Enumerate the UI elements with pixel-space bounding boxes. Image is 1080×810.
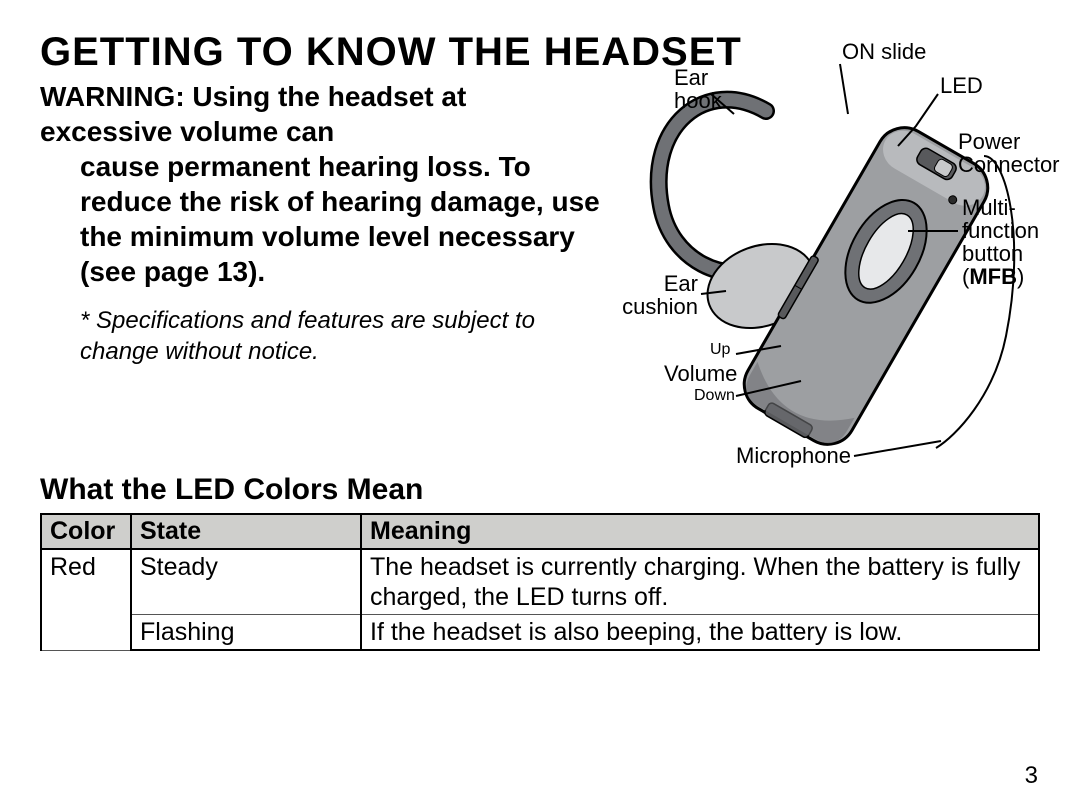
- table-row: Red Steady The headset is currently char…: [41, 549, 1039, 615]
- label-mfb: Multi- function button (MFB): [962, 196, 1039, 288]
- label-on-slide: ON slide: [842, 40, 926, 63]
- th-meaning: Meaning: [361, 514, 1039, 549]
- label-down: Down: [694, 388, 735, 405]
- table-header-row: Color State Meaning: [41, 514, 1039, 549]
- led-table: Color State Meaning Red Steady The heads…: [40, 513, 1040, 651]
- label-ear-cushion: Ear cushion: [618, 272, 698, 318]
- warning-lead: WARNING: Using the headset at excessive …: [40, 81, 466, 147]
- label-microphone: Microphone: [736, 444, 851, 467]
- headset-diagram: Ear hook ON slide LED Power Connector Mu…: [586, 36, 1046, 466]
- warning-text: WARNING: Using the headset at excessive …: [40, 79, 600, 289]
- warning-body: cause permanent hearing loss. To reduce …: [40, 149, 600, 289]
- cell-state: Flashing: [131, 615, 361, 651]
- th-color: Color: [41, 514, 131, 549]
- label-up: Up: [710, 342, 730, 359]
- page-number: 3: [1025, 762, 1038, 790]
- label-volume: Volume: [664, 362, 737, 385]
- led-subheading: What the LED Colors Mean: [40, 473, 1040, 507]
- cell-meaning: If the headset is also beeping, the batt…: [361, 615, 1039, 651]
- label-led: LED: [940, 74, 983, 97]
- cell-state: Steady: [131, 549, 361, 615]
- footnote: * Specifications and features are subjec…: [40, 305, 600, 367]
- cell-color: Red: [41, 549, 131, 650]
- cell-meaning: The headset is currently charging. When …: [361, 549, 1039, 615]
- table-row: Flashing If the headset is also beeping,…: [41, 615, 1039, 651]
- label-ear-hook: Ear hook: [674, 66, 724, 112]
- manual-page: GETTING TO KNOW THE HEADSET WARNING: Usi…: [0, 0, 1080, 810]
- label-power-connector: Power Connector: [958, 130, 1058, 176]
- th-state: State: [131, 514, 361, 549]
